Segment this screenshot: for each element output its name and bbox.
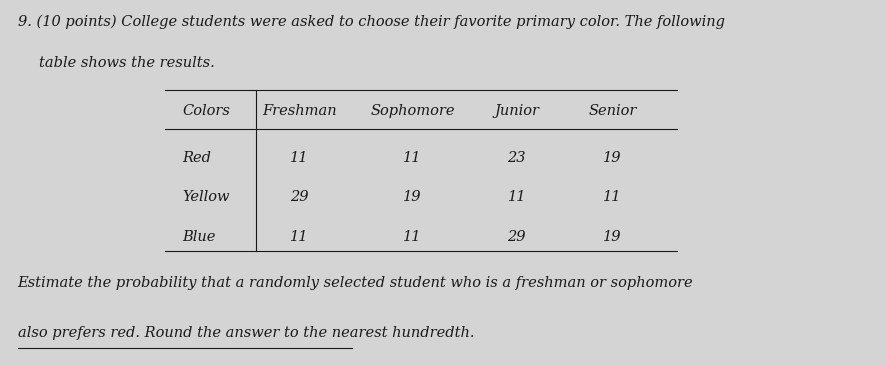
Text: Colors: Colors — [183, 104, 230, 118]
Text: 11: 11 — [508, 190, 526, 204]
Text: table shows the results.: table shows the results. — [39, 56, 215, 70]
Text: 29: 29 — [291, 190, 309, 204]
Text: Blue: Blue — [183, 229, 216, 244]
Text: Freshman: Freshman — [262, 104, 337, 118]
Text: 19: 19 — [603, 151, 622, 165]
Text: 19: 19 — [603, 229, 622, 244]
Text: 23: 23 — [508, 151, 526, 165]
Text: Senior: Senior — [588, 104, 636, 118]
Text: 9. (10 points) College students were asked to choose their favorite primary colo: 9. (10 points) College students were ask… — [18, 14, 725, 29]
Text: Red: Red — [183, 151, 212, 165]
Text: Sophomore: Sophomore — [370, 104, 455, 118]
Text: also prefers red. Round the answer to the nearest hundredth.: also prefers red. Round the answer to th… — [18, 326, 474, 340]
Text: Yellow: Yellow — [183, 190, 230, 204]
Text: 11: 11 — [291, 151, 309, 165]
Text: 11: 11 — [603, 190, 622, 204]
Text: Estimate the probability that a randomly selected student who is a freshman or s: Estimate the probability that a randomly… — [18, 276, 693, 290]
Text: Junior: Junior — [494, 104, 540, 118]
Text: 11: 11 — [403, 229, 422, 244]
Text: 19: 19 — [403, 190, 422, 204]
Text: 11: 11 — [291, 229, 309, 244]
Text: 11: 11 — [403, 151, 422, 165]
Text: 29: 29 — [508, 229, 526, 244]
